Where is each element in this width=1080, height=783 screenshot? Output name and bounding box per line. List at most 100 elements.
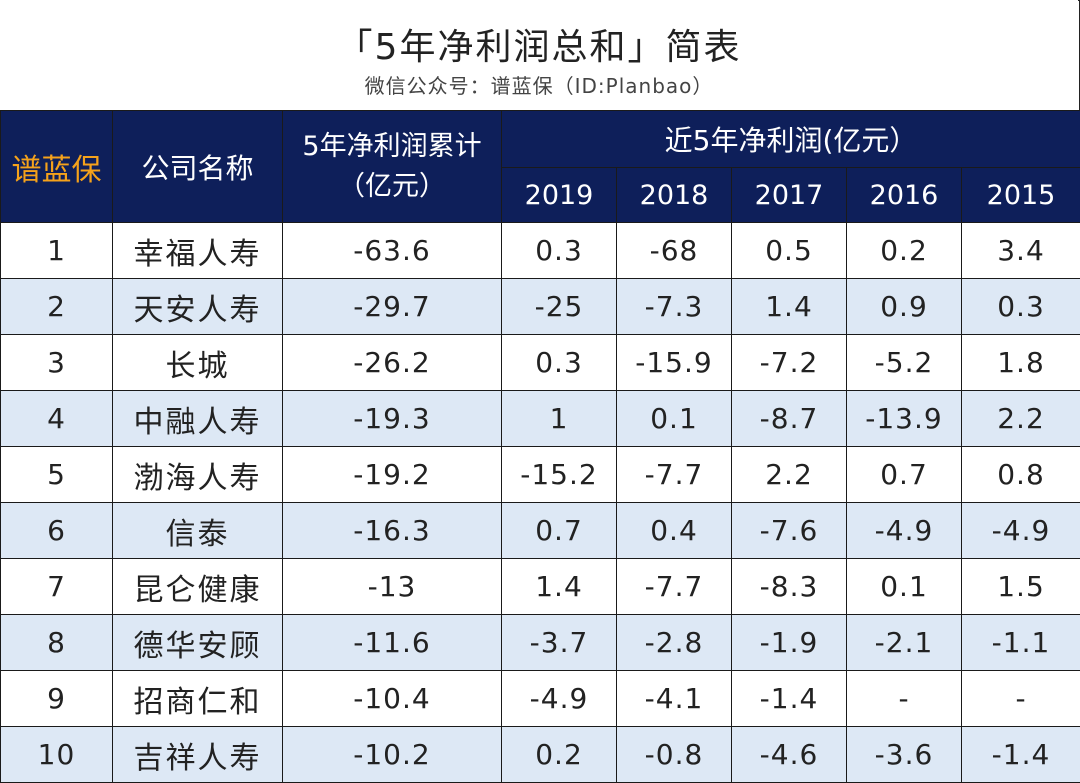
table-row: 5 渤海人寿 -19.2 -15.2 -7.7 2.2 0.7 0.8 bbox=[1, 447, 1080, 503]
year-cell-2015: 1.5 bbox=[962, 559, 1080, 615]
header-year: 2015 bbox=[962, 168, 1080, 223]
header-year: 2017 bbox=[732, 168, 847, 223]
total-cell: -29.7 bbox=[283, 279, 502, 335]
header-cumulative-line2: （亿元） bbox=[283, 167, 501, 207]
year-cell-2015: 0.8 bbox=[962, 447, 1080, 503]
total-cell: -19.2 bbox=[283, 447, 502, 503]
header-cumulative: 5年净利润累计 （亿元） bbox=[283, 111, 502, 223]
total-cell: -16.3 bbox=[283, 503, 502, 559]
year-cell-2015: 1.8 bbox=[962, 335, 1080, 391]
table-row: 3 长城 -26.2 0.3 -15.9 -7.2 -5.2 1.8 bbox=[1, 335, 1080, 391]
total-cell: -26.2 bbox=[283, 335, 502, 391]
rank-cell: 1 bbox=[1, 223, 113, 279]
table-row: 4 中融人寿 -19.3 1 0.1 -8.7 -13.9 2.2 bbox=[1, 391, 1080, 447]
year-cell-2017: -8.3 bbox=[732, 559, 847, 615]
year-cell-2017: -7.2 bbox=[732, 335, 847, 391]
year-cell-2015: -4.9 bbox=[962, 503, 1080, 559]
rank-cell: 5 bbox=[1, 447, 113, 503]
page-subtitle: 微信公众号：谱蓝保（ID:Planbao） bbox=[0, 70, 1078, 99]
total-cell: -13 bbox=[283, 559, 502, 615]
year-cell-2017: -7.6 bbox=[732, 503, 847, 559]
year-cell-2015: - bbox=[962, 671, 1080, 727]
year-cell-2018: -0.8 bbox=[617, 727, 732, 783]
year-cell-2017: 2.2 bbox=[732, 447, 847, 503]
year-cell-2018: -7.7 bbox=[617, 447, 732, 503]
table-row: 1 幸福人寿 -63.6 0.3 -68 0.5 0.2 3.4 bbox=[1, 223, 1080, 279]
rank-cell: 2 bbox=[1, 279, 113, 335]
table-row: 6 信泰 -16.3 0.7 0.4 -7.6 -4.9 -4.9 bbox=[1, 503, 1080, 559]
year-cell-2015: -1.1 bbox=[962, 615, 1080, 671]
rank-cell: 9 bbox=[1, 671, 113, 727]
year-cell-2018: -7.3 bbox=[617, 279, 732, 335]
total-cell: -11.6 bbox=[283, 615, 502, 671]
year-cell-2016: -5.2 bbox=[847, 335, 962, 391]
year-cell-2015: 0.3 bbox=[962, 279, 1080, 335]
header-year: 2018 bbox=[617, 168, 732, 223]
total-cell: -63.6 bbox=[283, 223, 502, 279]
table-row: 9 招商仁和 -10.4 -4.9 -4.1 -1.4 - - bbox=[1, 671, 1080, 727]
table-row: 8 德华安顾 -11.6 -3.7 -2.8 -1.9 -2.1 -1.1 bbox=[1, 615, 1080, 671]
year-cell-2018: -2.8 bbox=[617, 615, 732, 671]
company-cell: 渤海人寿 bbox=[113, 447, 283, 503]
year-cell-2015: -1.4 bbox=[962, 727, 1080, 783]
year-cell-2019: 0.2 bbox=[502, 727, 617, 783]
header-brand: 谱蓝保 bbox=[1, 111, 113, 223]
year-cell-2016: -2.1 bbox=[847, 615, 962, 671]
year-cell-2019: 0.3 bbox=[502, 335, 617, 391]
table-body: 1 幸福人寿 -63.6 0.3 -68 0.5 0.2 3.4 2 天安人寿 … bbox=[1, 223, 1080, 783]
company-cell: 吉祥人寿 bbox=[113, 727, 283, 783]
year-cell-2018: -4.1 bbox=[617, 671, 732, 727]
year-cell-2016: 0.9 bbox=[847, 279, 962, 335]
year-cell-2018: -68 bbox=[617, 223, 732, 279]
header-year: 2019 bbox=[502, 168, 617, 223]
year-cell-2017: -1.9 bbox=[732, 615, 847, 671]
year-cell-2017: 0.5 bbox=[732, 223, 847, 279]
title-block: 「5年净利润总和」简表 微信公众号：谱蓝保（ID:Planbao） bbox=[0, 0, 1078, 112]
year-cell-2019: -25 bbox=[502, 279, 617, 335]
year-cell-2015: 3.4 bbox=[962, 223, 1080, 279]
year-cell-2016: 0.2 bbox=[847, 223, 962, 279]
rank-cell: 8 bbox=[1, 615, 113, 671]
year-cell-2017: -1.4 bbox=[732, 671, 847, 727]
rank-cell: 7 bbox=[1, 559, 113, 615]
total-cell: -10.2 bbox=[283, 727, 502, 783]
year-cell-2019: -3.7 bbox=[502, 615, 617, 671]
rank-cell: 10 bbox=[1, 727, 113, 783]
year-cell-2017: -8.7 bbox=[732, 391, 847, 447]
company-cell: 天安人寿 bbox=[113, 279, 283, 335]
rank-cell: 6 bbox=[1, 503, 113, 559]
year-cell-2018: 0.4 bbox=[617, 503, 732, 559]
table-row: 7 昆仑健康 -13 1.4 -7.7 -8.3 0.1 1.5 bbox=[1, 559, 1080, 615]
year-cell-2019: 0.3 bbox=[502, 223, 617, 279]
year-cell-2019: 0.7 bbox=[502, 503, 617, 559]
company-cell: 幸福人寿 bbox=[113, 223, 283, 279]
page-title: 「5年净利润总和」简表 bbox=[0, 18, 1078, 70]
year-cell-2018: -7.7 bbox=[617, 559, 732, 615]
year-cell-2019: -4.9 bbox=[502, 671, 617, 727]
header-recent-group: 近5年净利润(亿元） bbox=[502, 111, 1080, 168]
year-cell-2015: 2.2 bbox=[962, 391, 1080, 447]
header-cumulative-line1: 5年净利润累计 bbox=[283, 127, 501, 167]
year-cell-2017: -4.6 bbox=[732, 727, 847, 783]
year-cell-2018: 0.1 bbox=[617, 391, 732, 447]
table-row: 10 吉祥人寿 -10.2 0.2 -0.8 -4.6 -3.6 -1.4 bbox=[1, 727, 1080, 783]
year-cell-2016: - bbox=[847, 671, 962, 727]
company-cell: 昆仑健康 bbox=[113, 559, 283, 615]
company-cell: 德华安顾 bbox=[113, 615, 283, 671]
year-cell-2018: -15.9 bbox=[617, 335, 732, 391]
year-cell-2016: -4.9 bbox=[847, 503, 962, 559]
year-cell-2017: 1.4 bbox=[732, 279, 847, 335]
header-company: 公司名称 bbox=[113, 111, 283, 223]
company-cell: 长城 bbox=[113, 335, 283, 391]
header-year: 2016 bbox=[847, 168, 962, 223]
year-cell-2016: 0.1 bbox=[847, 559, 962, 615]
year-cell-2019: -15.2 bbox=[502, 447, 617, 503]
total-cell: -19.3 bbox=[283, 391, 502, 447]
year-cell-2019: 1.4 bbox=[502, 559, 617, 615]
year-cell-2016: -3.6 bbox=[847, 727, 962, 783]
year-cell-2019: 1 bbox=[502, 391, 617, 447]
rank-cell: 3 bbox=[1, 335, 113, 391]
table-row: 2 天安人寿 -29.7 -25 -7.3 1.4 0.9 0.3 bbox=[1, 279, 1080, 335]
year-cell-2016: 0.7 bbox=[847, 447, 962, 503]
company-cell: 中融人寿 bbox=[113, 391, 283, 447]
